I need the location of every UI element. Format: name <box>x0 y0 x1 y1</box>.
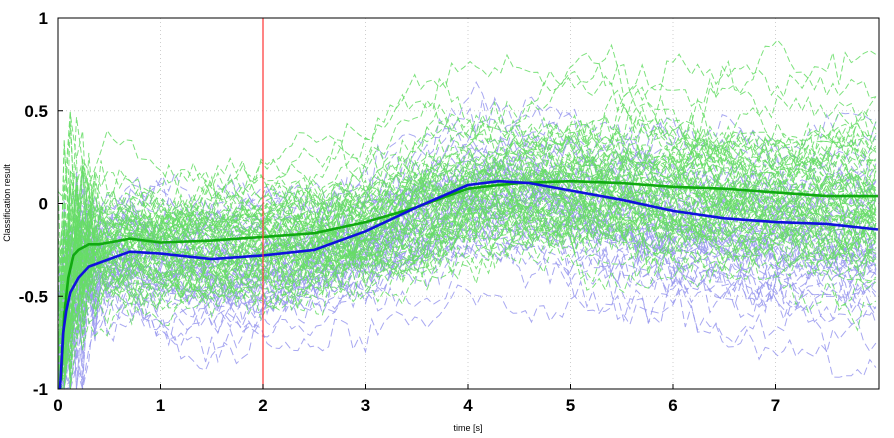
y-axis-label: Classification result <box>2 164 12 242</box>
trial-curve <box>57 199 877 390</box>
y-tick-label: 1 <box>39 9 48 28</box>
trial-curve <box>58 186 877 390</box>
trial-curve <box>57 203 876 390</box>
trial-curve <box>57 165 877 389</box>
trial-curve <box>57 124 877 390</box>
trial-curve <box>57 153 877 390</box>
trial-curve <box>57 62 877 390</box>
trial-curve <box>57 177 877 390</box>
x-tick-label: 5 <box>566 396 575 415</box>
trial-curve <box>57 89 876 362</box>
trial-curve <box>57 197 877 390</box>
trial-curve <box>57 159 876 390</box>
x-tick-label: 2 <box>258 396 267 415</box>
trial-curve <box>57 96 876 313</box>
mean-series <box>58 179 879 390</box>
trial-curve <box>57 159 877 380</box>
trial-curve <box>57 217 877 390</box>
trial-curve <box>57 90 876 270</box>
trial-curve <box>57 146 877 390</box>
trial-curve <box>58 241 877 390</box>
trial-curves <box>57 39 877 391</box>
trial-curve <box>57 86 877 390</box>
trial-curve <box>58 222 877 390</box>
y-tick-label: -1 <box>33 380 48 399</box>
x-axis-label: time [s] <box>453 423 482 433</box>
trial-curve <box>57 107 877 341</box>
trial-curve <box>57 144 876 390</box>
trial-curve <box>57 182 877 304</box>
trial-curve <box>57 191 876 390</box>
trial-curve <box>57 136 877 390</box>
trial-curve <box>57 152 877 377</box>
y-tick-label: -0.5 <box>19 287 48 306</box>
trial-curve <box>58 190 877 390</box>
trial-curve <box>57 140 877 376</box>
trial-curve <box>57 172 877 363</box>
trial-curve <box>57 192 877 390</box>
trial-curve <box>58 277 877 390</box>
blue-mean-line <box>58 179 879 390</box>
trial-curve <box>57 154 877 328</box>
trial-curve <box>57 94 877 390</box>
green-mean-line <box>59 179 878 380</box>
trial-curve <box>57 115 877 382</box>
trial-curve <box>57 158 877 321</box>
trial-curve <box>57 127 877 390</box>
trial-curve <box>57 109 877 297</box>
trial-curve <box>57 136 877 390</box>
trial-curve <box>57 184 877 390</box>
trial-curve <box>57 142 877 390</box>
x-tick-label: 0 <box>53 396 62 415</box>
x-tick-label: 6 <box>668 396 677 415</box>
y-tick-label: 0 <box>39 195 48 214</box>
trial-curve <box>57 173 877 390</box>
trial-curve <box>57 148 877 340</box>
x-tick-label: 1 <box>156 396 165 415</box>
x-tick-label: 7 <box>771 396 780 415</box>
x-tick-label: 3 <box>361 396 370 415</box>
x-tick-label: 4 <box>463 396 473 415</box>
ticks: 0 1 2 3 4 5 6 7 -1 -0.5 0 0.5 1 <box>19 9 781 415</box>
trial-curve <box>57 163 877 390</box>
trial-curve <box>57 155 877 322</box>
y-tick-label: 0.5 <box>24 102 48 121</box>
trial-curve <box>57 124 877 345</box>
trial-curve <box>58 178 877 390</box>
trial-curve <box>57 194 877 386</box>
trial-curve <box>57 190 877 338</box>
trial-curve <box>57 132 877 391</box>
trial-curve <box>57 81 877 380</box>
trial-curve <box>57 155 877 390</box>
trial-curve <box>57 39 877 260</box>
trial-curve <box>57 167 877 390</box>
trial-curve <box>57 166 877 355</box>
trial-curve <box>57 152 877 390</box>
trial-curve <box>57 116 877 330</box>
